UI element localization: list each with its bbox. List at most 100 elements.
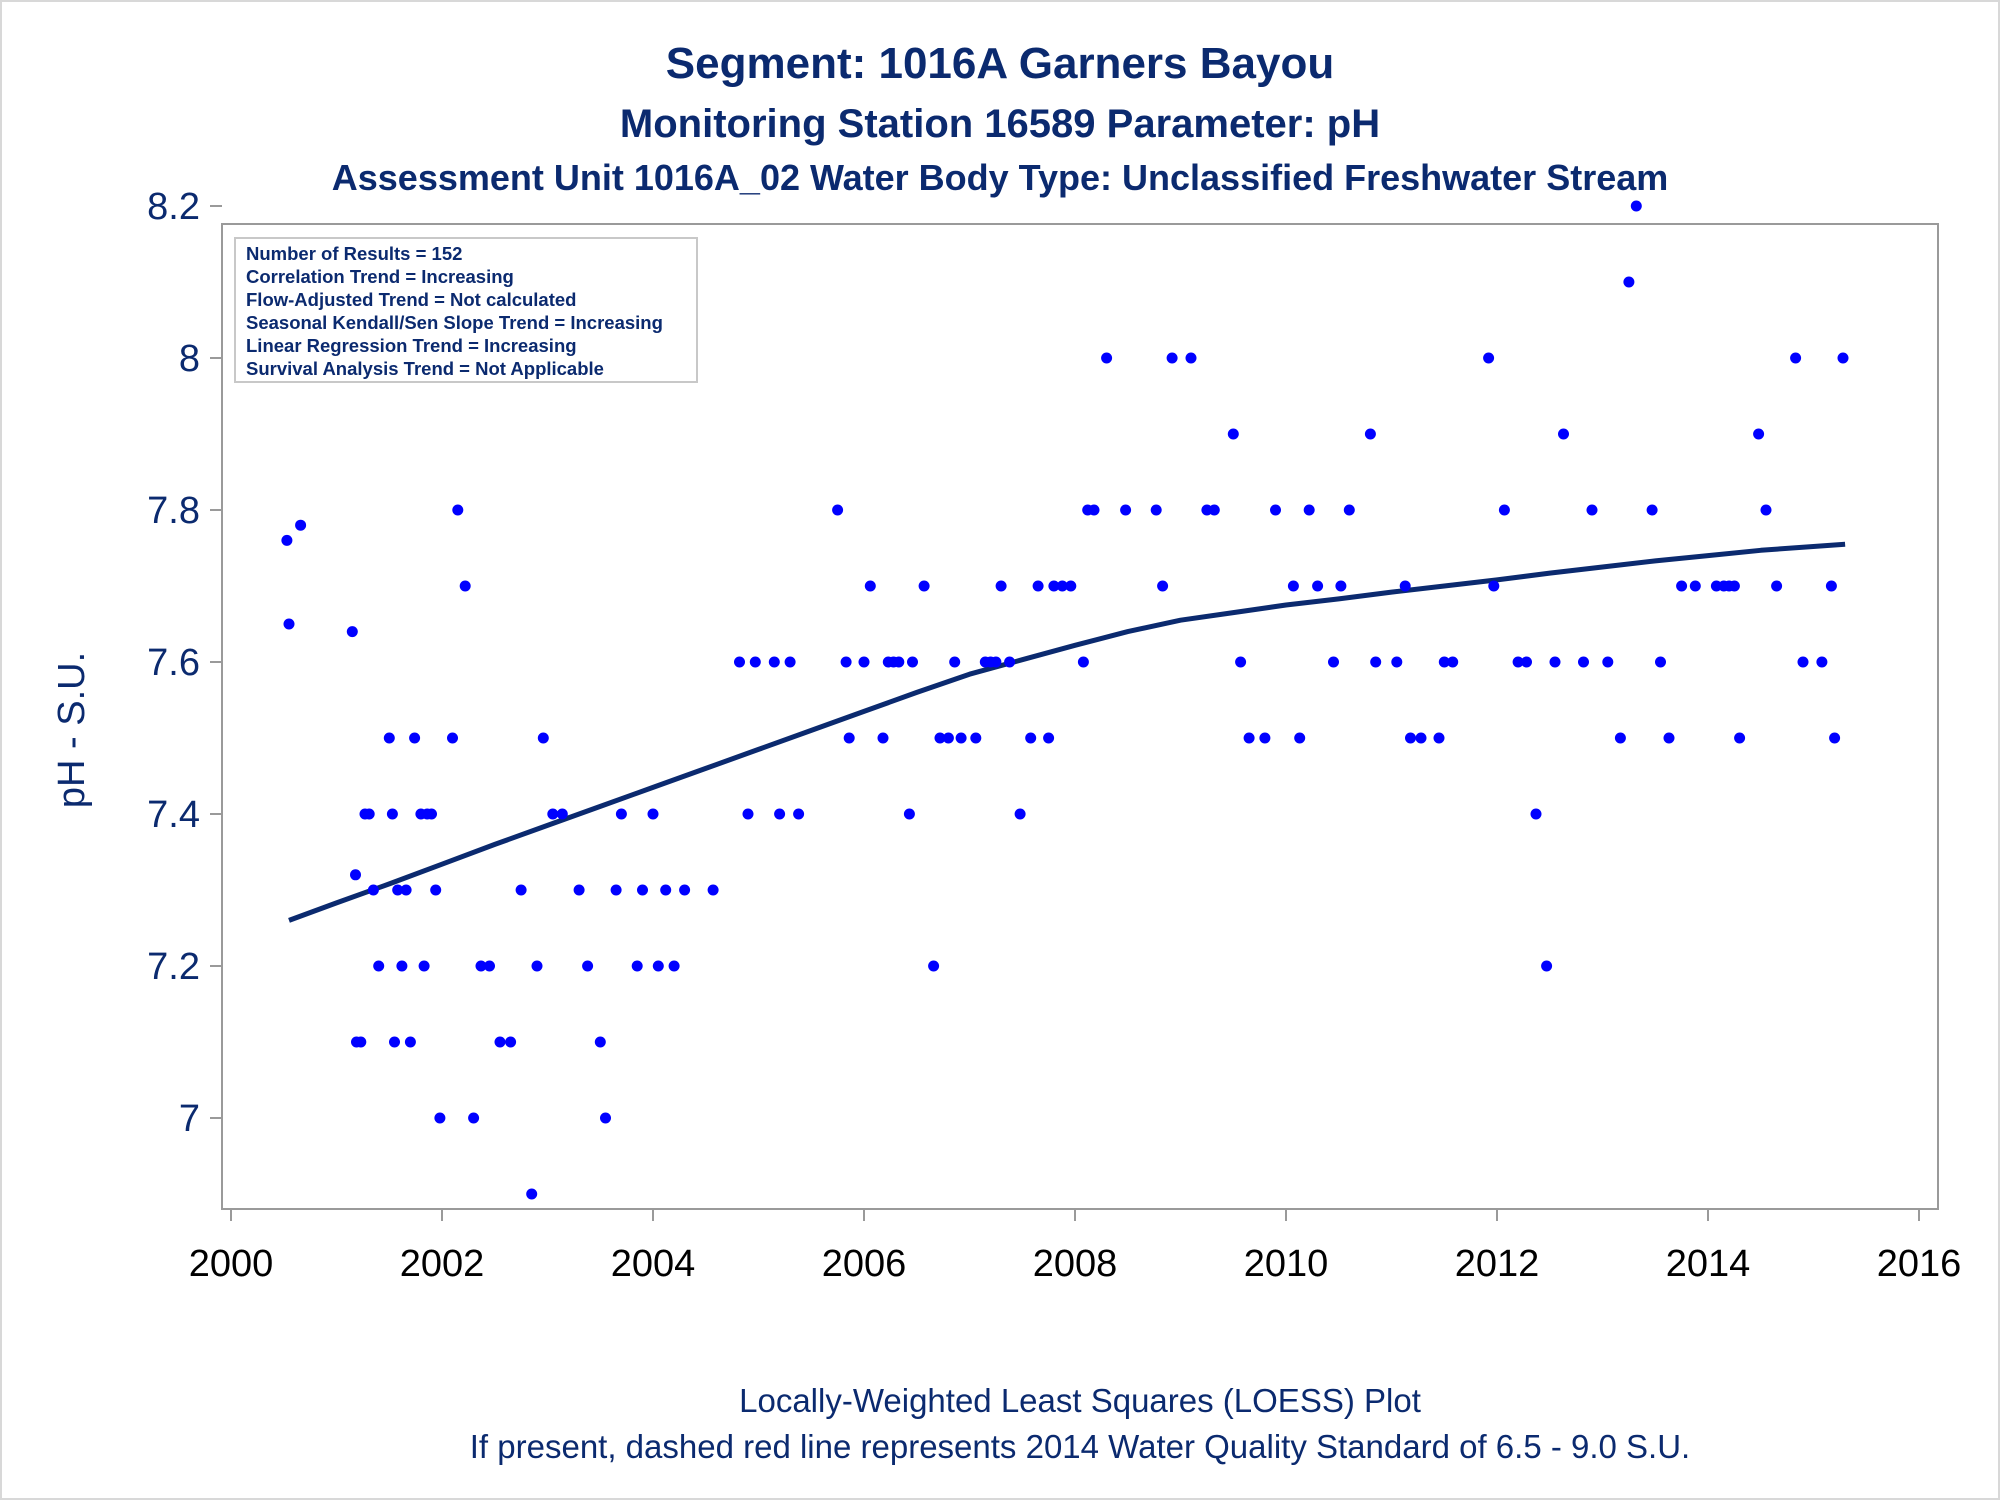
data-point (1101, 352, 1113, 364)
data-point (1602, 656, 1614, 668)
data-point (1370, 656, 1382, 668)
data-point (1157, 580, 1169, 592)
data-point (1399, 580, 1411, 592)
data-point (1438, 656, 1450, 668)
data-point (1586, 504, 1598, 516)
data-point (505, 1036, 517, 1048)
stats-box-frame (234, 237, 698, 383)
x-tick-label: 2016 (1877, 1243, 1962, 1285)
data-point (840, 656, 852, 668)
data-point (918, 580, 930, 592)
data-point (383, 732, 395, 744)
data-point (409, 732, 421, 744)
data-point (1558, 428, 1569, 440)
data-point (1294, 732, 1306, 744)
stats-line: Flow-Adjusted Trend = Not calculated (246, 289, 576, 310)
data-point (1259, 732, 1271, 744)
y-tick-label: 8.2 (147, 186, 200, 228)
data-point (1077, 656, 1089, 668)
data-point (1343, 504, 1355, 516)
data-point (600, 1112, 611, 1124)
data-point (652, 960, 664, 972)
data-point (877, 732, 889, 744)
data-point (367, 884, 379, 896)
data-point (1004, 656, 1016, 668)
stats-legend-box: Number of Results = 152 Correlation Tren… (234, 237, 698, 383)
data-point (784, 656, 796, 668)
data-point (893, 656, 905, 668)
data-point (355, 1036, 367, 1048)
y-tick-label: 7.6 (147, 642, 200, 684)
data-point (637, 884, 648, 896)
data-point (1728, 580, 1740, 592)
data-point (556, 808, 568, 820)
data-point (1753, 428, 1765, 440)
data-point (1790, 352, 1802, 364)
data-point (970, 732, 982, 744)
data-point (573, 884, 585, 896)
loess-trend-line (288, 541, 1846, 923)
data-point (283, 618, 295, 630)
data-point (350, 869, 361, 881)
data-point (404, 1036, 416, 1048)
data-point (647, 808, 659, 820)
data-point (1208, 504, 1220, 516)
data-point (1578, 656, 1589, 668)
data-point (594, 1036, 606, 1048)
data-point (615, 808, 627, 820)
x-tick-label: 2004 (611, 1243, 696, 1285)
data-point (1488, 580, 1500, 592)
data-point (418, 960, 430, 972)
data-point (434, 1112, 446, 1124)
data-point (1816, 656, 1828, 668)
data-point (774, 808, 786, 820)
data-point (610, 884, 622, 896)
data-point (1734, 732, 1746, 744)
data-point (531, 960, 543, 972)
data-point (1829, 732, 1841, 744)
data-point (400, 884, 412, 896)
data-point (1655, 656, 1666, 668)
data-point (1689, 580, 1701, 592)
data-point (392, 884, 404, 896)
data-point (1837, 352, 1849, 364)
data-point (1056, 580, 1068, 592)
data-point (447, 732, 458, 744)
data-point (1646, 504, 1658, 516)
data-point (1235, 656, 1247, 668)
data-point (934, 732, 946, 744)
data-point (928, 960, 940, 972)
data-point (1433, 732, 1445, 744)
y-axis-label: pH - S.U. (51, 652, 93, 808)
plot-area (221, 223, 1939, 1210)
data-point (942, 732, 954, 744)
data-point (547, 808, 559, 820)
y-tick-label: 7.8 (147, 490, 200, 532)
data-point (707, 884, 719, 896)
footnote-loess: Locally-Weighted Least Squares (LOESS) P… (739, 1382, 1421, 1419)
chart-subtitle-2: Assessment Unit 1016A_02 Water Body Type… (332, 157, 1669, 198)
data-point (679, 884, 691, 896)
data-point (1521, 656, 1532, 668)
data-point (768, 656, 780, 668)
data-point (832, 504, 844, 516)
stats-line: Seasonal Kendall/Sen Slope Trend = Incre… (246, 312, 663, 333)
data-point (1088, 504, 1100, 516)
footnote-standard: If present, dashed red line represents 2… (470, 1428, 1690, 1465)
data-point (995, 580, 1007, 592)
data-point (1483, 352, 1495, 364)
data-point (1364, 428, 1376, 440)
data-point (1630, 200, 1642, 212)
y-tick-label: 8 (179, 338, 200, 380)
data-point (990, 656, 1002, 668)
x-axis: 2000 2002 2004 2006 2008 2010 2012 2014 2016 (189, 1209, 1962, 1285)
data-point (1415, 732, 1427, 744)
data-point (1541, 960, 1553, 972)
data-point (1227, 428, 1239, 440)
data-point (1048, 580, 1060, 592)
data-point (1032, 580, 1044, 592)
data-point (1771, 580, 1783, 592)
x-tick-label: 2002 (400, 1243, 485, 1285)
data-point (1287, 580, 1299, 592)
